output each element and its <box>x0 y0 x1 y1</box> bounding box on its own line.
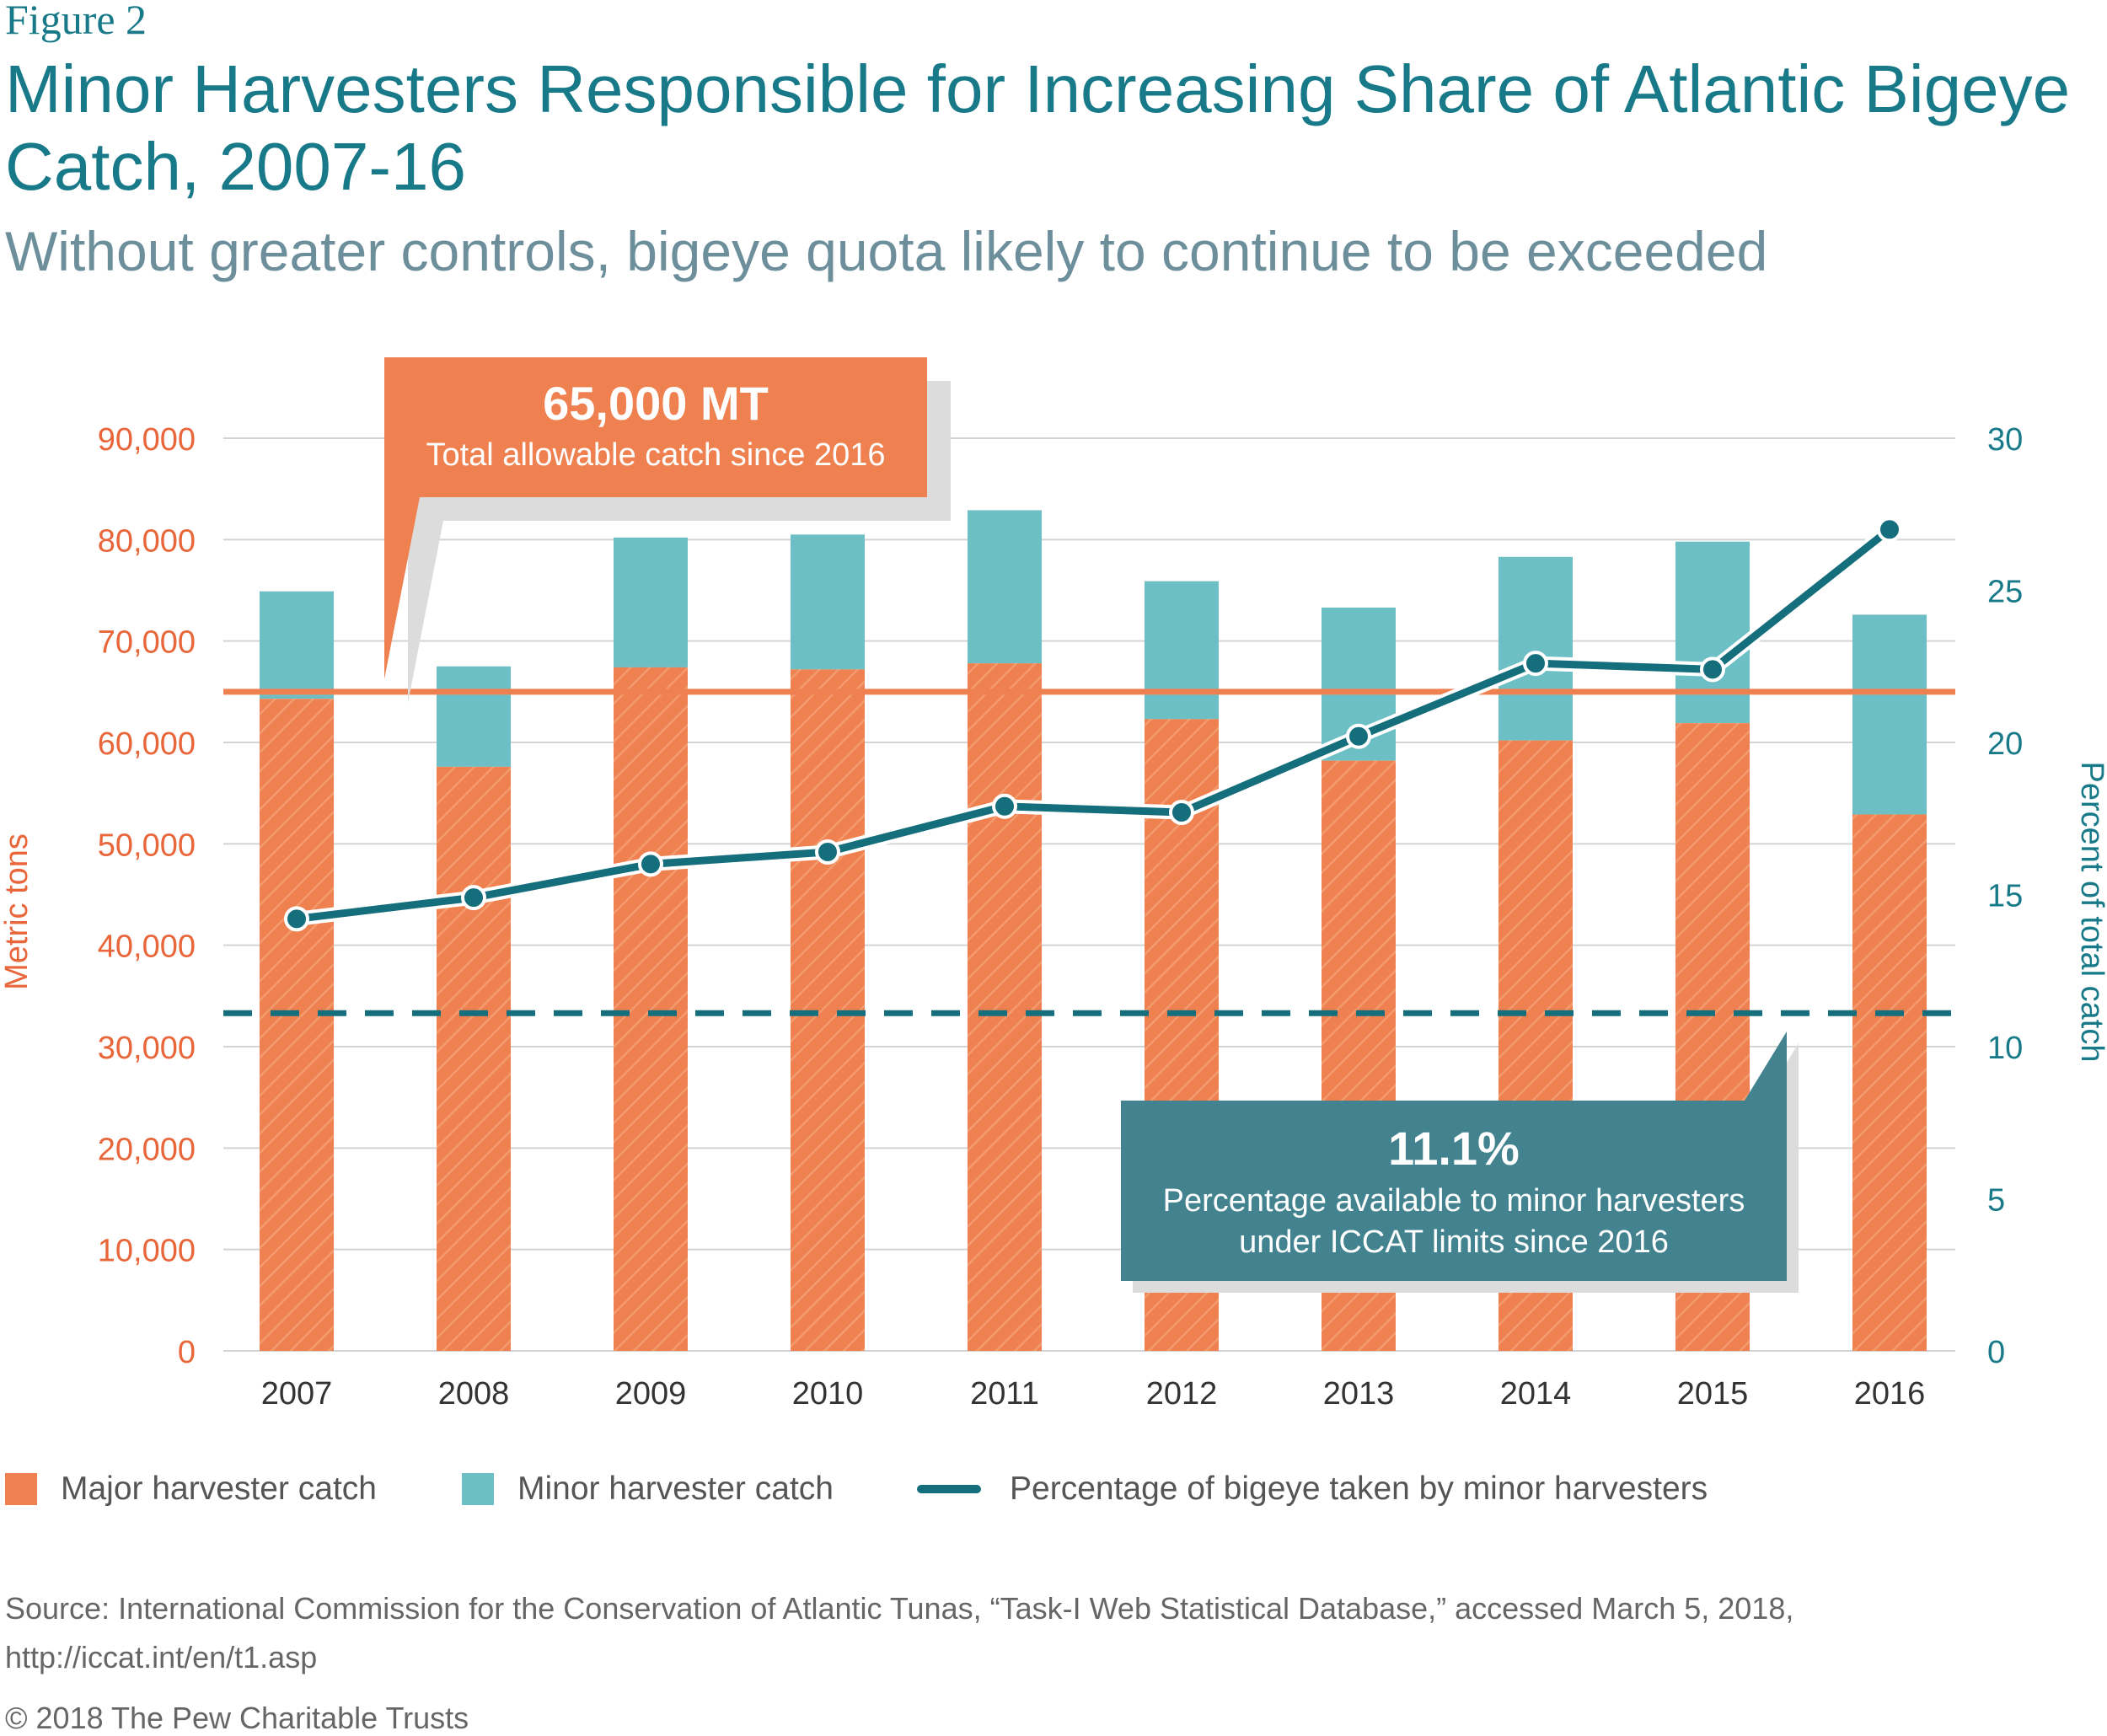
x-axis-tick-label: 2009 <box>615 1376 687 1412</box>
percentage-point <box>1523 651 1548 677</box>
left-axis-tick-label: 10,000 <box>98 1234 196 1269</box>
copyright: © 2018 The Pew Charitable Trusts <box>5 1701 469 1735</box>
x-axis-tick-label: 2007 <box>261 1376 333 1412</box>
legend-swatch-major <box>5 1473 37 1505</box>
left-axis-tick-label: 70,000 <box>98 625 196 661</box>
legend-label-major: Major harvester catch <box>61 1471 377 1507</box>
percentage-point <box>992 793 1017 819</box>
x-axis-tick-label: 2015 <box>1677 1376 1749 1412</box>
left-axis-tick-label: 60,000 <box>98 726 196 762</box>
x-axis-ticks: 2007 2008 2009 2010 2011 2012 2013 2014 2015 2016 <box>261 1376 1926 1412</box>
bar-minor <box>1675 541 1750 724</box>
x-axis-tick-label: 2010 <box>792 1376 864 1412</box>
percentage-point <box>461 885 486 911</box>
percentage-point <box>638 851 663 877</box>
x-axis-tick-label: 2014 <box>1500 1376 1572 1412</box>
bar-major <box>791 669 865 1351</box>
bar-minor <box>968 510 1042 664</box>
right-axis-tick-label: 30 <box>1987 422 2023 458</box>
percentage-line-halo <box>295 523 1895 926</box>
chart-canvas: 0 10,000 20,000 30,000 40,000 50,000 60,000 70,… <box>0 357 2107 1412</box>
left-axis-tick-label: 40,000 <box>98 930 196 965</box>
left-axis-label: Metric tons <box>0 833 35 990</box>
right-axis-tick-label: 5 <box>1987 1183 2005 1219</box>
left-axis-tick-label: 30,000 <box>98 1031 196 1066</box>
x-axis-tick-label: 2013 <box>1323 1376 1395 1412</box>
x-axis-tick-label: 2011 <box>970 1376 1039 1412</box>
left-axis-tick-label: 50,000 <box>98 828 196 863</box>
bar-minor <box>437 666 511 767</box>
percentage-point <box>1169 800 1194 826</box>
bar-minor <box>791 534 865 670</box>
bar-minor <box>1498 556 1573 741</box>
bars-group <box>260 510 1927 1351</box>
tac-callout: 65,000 MT Total allowable catch since 20… <box>384 357 951 703</box>
right-axis-ticks: 0 5 10 15 20 25 30 <box>1987 422 2023 1370</box>
percentage-point <box>1700 656 1725 683</box>
left-axis-tick-label: 20,000 <box>98 1132 196 1167</box>
tac-callout-value: 65,000 MT <box>543 377 769 430</box>
percent-callout-line2: under ICCAT limits since 2016 <box>1239 1224 1669 1260</box>
percentage-point <box>1346 723 1371 749</box>
legend-item-line: Percentage of bigeye taken by minor harv… <box>917 1471 1708 1508</box>
reference-lines <box>223 689 1955 1016</box>
right-axis-label: Percent of total catch <box>2074 762 2107 1063</box>
legend-swatch-minor <box>462 1473 494 1505</box>
right-axis-tick-label: 25 <box>1987 575 2023 610</box>
bar-minor <box>1145 581 1219 720</box>
percentage-point <box>815 839 840 865</box>
figure-label: Figure 2 <box>5 0 147 43</box>
bar-minor <box>260 591 334 699</box>
bar-minor <box>1852 614 1927 815</box>
legend-item-major: Major harvester catch <box>5 1471 377 1508</box>
legend-item-minor: Minor harvester catch <box>462 1471 834 1508</box>
left-axis-ticks: 0 10,000 20,000 30,000 40,000 50,000 60,000 70,… <box>98 422 196 1370</box>
right-axis-tick-label: 10 <box>1987 1031 2023 1066</box>
bar-major <box>614 667 688 1351</box>
percentage-point <box>284 906 309 932</box>
percent-callout-line1: Percentage available to minor harvesters <box>1163 1183 1745 1219</box>
right-axis-tick-label: 20 <box>1987 726 2023 762</box>
x-axis-tick-label: 2016 <box>1854 1376 1926 1412</box>
bar-minor <box>614 537 688 667</box>
percent-callout: 11.1% Percentage available to minor harv… <box>1121 1031 1799 1293</box>
x-axis-tick-label: 2012 <box>1146 1376 1218 1412</box>
bar-major <box>968 663 1042 1351</box>
percentage-point <box>1877 517 1902 543</box>
x-axis-tick-label: 2008 <box>438 1376 510 1412</box>
left-axis-tick-label: 90,000 <box>98 422 196 458</box>
percentage-line <box>296 526 1892 923</box>
right-axis-tick-label: 0 <box>1987 1335 2005 1370</box>
legend: Major harvester catch Minor harvester ca… <box>0 1471 2107 1521</box>
legend-swatch-line <box>917 1485 981 1493</box>
legend-label-line: Percentage of bigeye taken by minor harv… <box>1010 1471 1708 1507</box>
bar-major <box>260 699 334 1351</box>
percentage-line-group <box>284 517 1902 932</box>
chart-subtitle: Without greater controls, bigeye quota l… <box>5 220 1768 282</box>
bar-major <box>1852 814 1927 1351</box>
left-axis-tick-label: 80,000 <box>98 523 196 559</box>
right-axis-tick-label: 15 <box>1987 879 2023 914</box>
left-axis-tick-label: 0 <box>178 1335 196 1370</box>
tac-callout-text: Total allowable catch since 2016 <box>426 437 885 473</box>
legend-label-minor: Minor harvester catch <box>517 1471 834 1507</box>
percent-callout-value: 11.1% <box>1388 1122 1520 1175</box>
chart-title: Minor Harvesters Responsible for Increas… <box>5 51 2071 204</box>
bar-major <box>437 766 511 1351</box>
source-note: Source: International Commission for the… <box>5 1591 1794 1674</box>
